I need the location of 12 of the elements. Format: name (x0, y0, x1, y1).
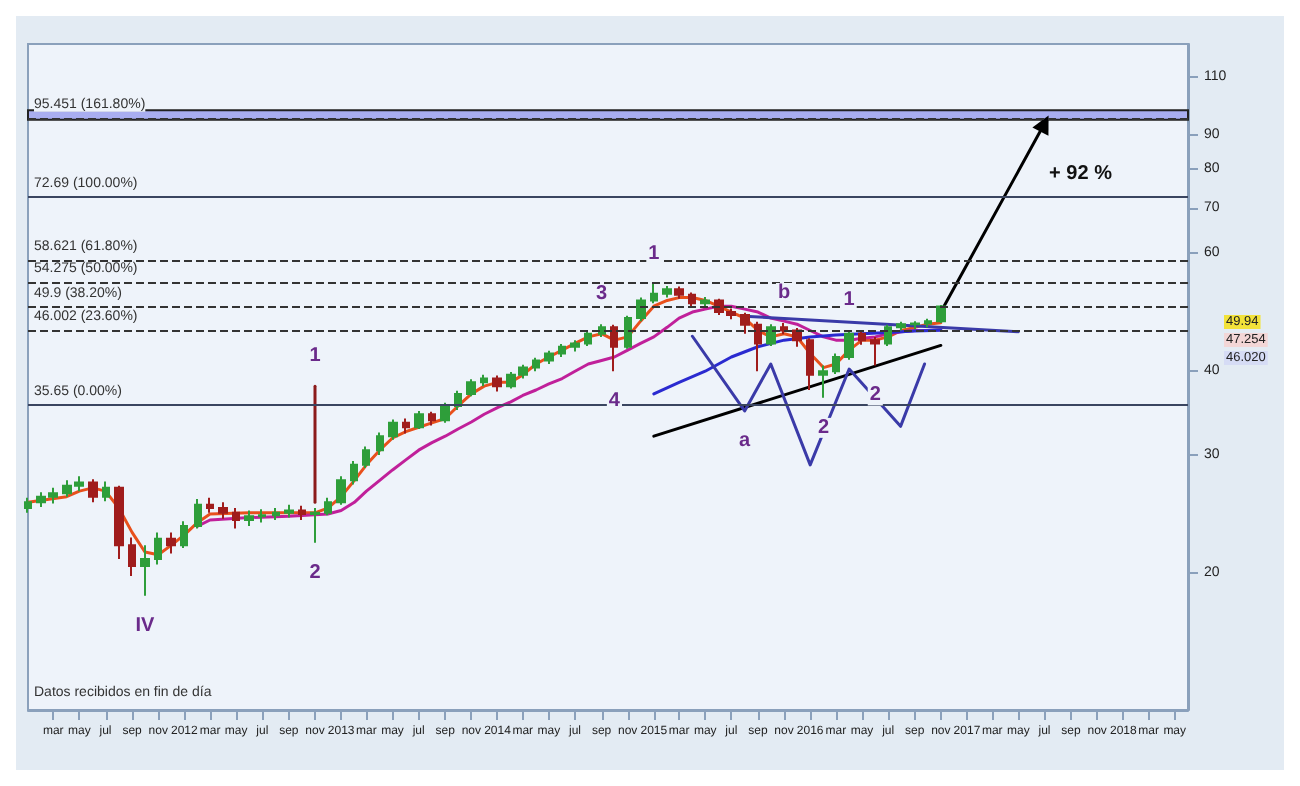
annotation: 4 (608, 390, 621, 413)
annotation: a (739, 429, 752, 452)
annotation: b (777, 281, 791, 304)
annotation: 2 (817, 416, 830, 439)
annotation: IV (135, 614, 156, 637)
annotation: 1 (648, 242, 661, 265)
annotation: 2 (869, 384, 882, 407)
annotation: 1 (843, 289, 856, 312)
annotation: 3 (596, 283, 609, 306)
annotation: 1 (309, 345, 322, 368)
annotation: 2 (309, 561, 322, 584)
annotation: + 92 % (1049, 162, 1113, 185)
